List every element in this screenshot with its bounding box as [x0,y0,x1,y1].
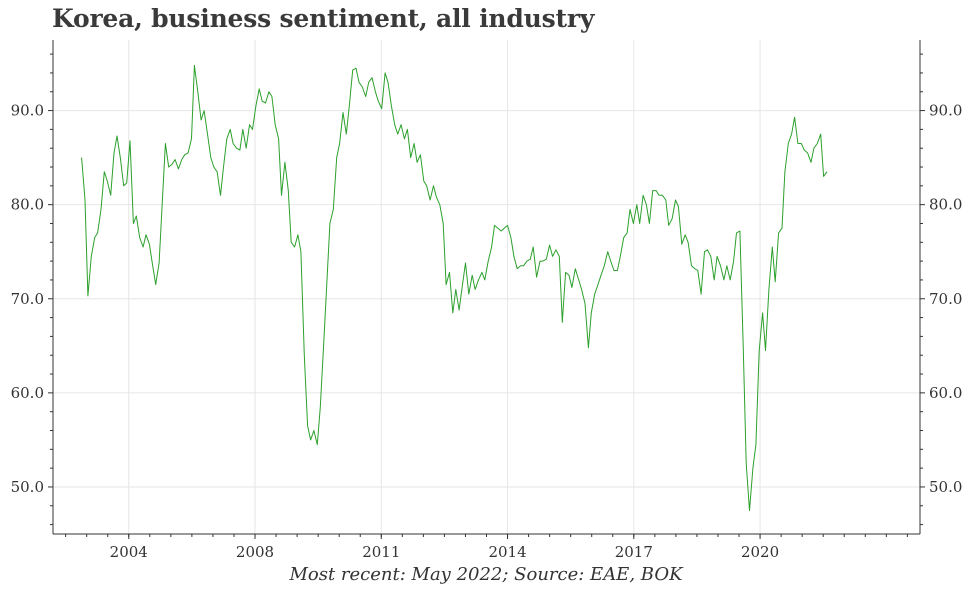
y-tick-label-left: 60.0 [11,384,44,402]
y-tick-label-left: 70.0 [11,290,44,308]
y-tick-label-right: 70.0 [929,290,962,308]
x-tick-label: 2008 [236,543,274,561]
chart-title: Korea, business sentiment, all industry [52,4,595,33]
x-tick-label: 2017 [615,543,653,561]
y-tick-label-right: 80.0 [929,196,962,214]
y-tick-label-right: 50.0 [929,478,962,496]
x-tick-label: 2011 [362,543,400,561]
chart-caption: Most recent: May 2022; Source: EAE, BOK [289,564,683,585]
x-tick-label: 2020 [741,543,779,561]
y-tick-label-right: 90.0 [929,102,962,120]
y-tick-label-left: 80.0 [11,196,44,214]
y-tick-label-right: 60.0 [929,384,962,402]
series-line [81,64,828,511]
x-tick-label: 2004 [110,543,148,561]
y-tick-label-left: 90.0 [11,102,44,120]
ticks: 50.0 50.0 60.0 60.0 70.0 70.0 80.0 80.0 90.0 90.0… [11,53,962,561]
axes [52,40,921,535]
gridlines [53,40,920,534]
x-tick-label: 2014 [488,543,526,561]
y-tick-label-left: 50.0 [11,478,44,496]
series-layer [81,64,828,511]
